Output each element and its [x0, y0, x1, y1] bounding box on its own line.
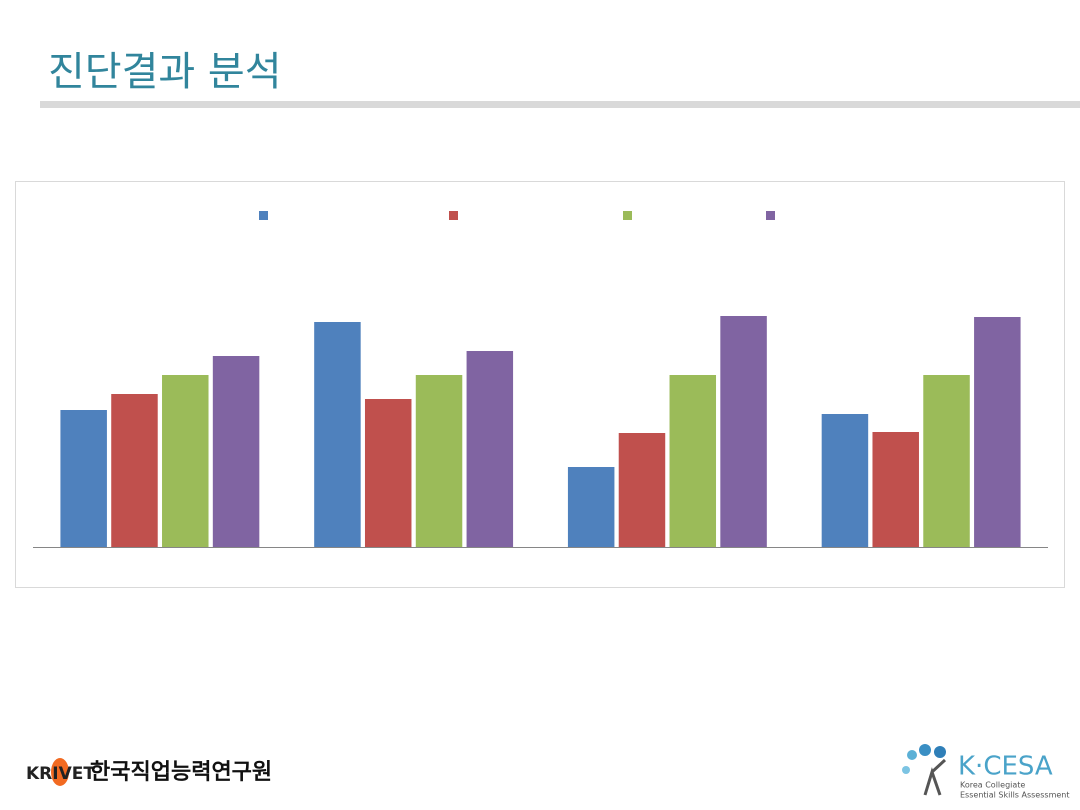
logo-line: Korea Collegiate — [960, 781, 1025, 790]
bar — [821, 414, 869, 547]
bar — [162, 375, 209, 547]
bar — [669, 375, 717, 547]
bar — [720, 316, 767, 547]
bar — [618, 433, 666, 547]
logo-figure — [923, 758, 947, 796]
bar — [567, 467, 615, 547]
bar — [923, 375, 970, 547]
logo-brand: KRIVET — [26, 764, 95, 784]
logo-line: Essential Skills Assessment — [960, 791, 1070, 800]
left-logo: KRIVET 한국직업능력연구원 — [26, 758, 272, 786]
logo-name: 한국직업능력연구원 — [90, 760, 272, 785]
logo-brand: K·CESA — [958, 752, 1053, 782]
bar — [974, 317, 1021, 547]
bar — [872, 432, 919, 547]
legend-marker — [766, 211, 775, 220]
legend-marker — [623, 211, 632, 220]
bar — [212, 356, 260, 547]
bar — [415, 375, 463, 547]
slide-title: 진단결과 분석 — [48, 49, 282, 95]
bar — [111, 394, 158, 547]
logo-dot — [919, 744, 931, 756]
legend-marker — [449, 211, 458, 220]
bar — [60, 410, 107, 547]
title-rule — [40, 101, 1080, 108]
bar — [314, 322, 361, 547]
logo-dot — [902, 766, 910, 774]
bar — [364, 399, 412, 547]
logo-dot — [907, 750, 917, 760]
right-logo: K·CESA Korea Collegiate Essential Skills… — [902, 744, 1070, 800]
logo-mark — [51, 758, 69, 786]
legend-marker — [259, 211, 268, 220]
logo-dot — [934, 746, 946, 758]
bar — [466, 351, 514, 547]
